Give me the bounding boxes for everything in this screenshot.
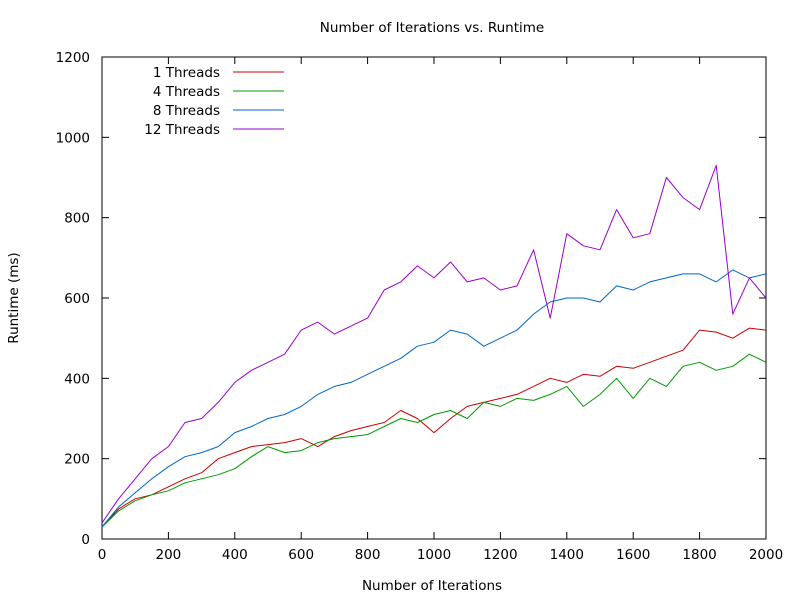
x-tick-label: 1600 [616, 547, 650, 563]
legend-label: 1 Threads [153, 65, 220, 81]
y-tick-label: 1200 [56, 50, 90, 66]
y-tick-label: 800 [64, 211, 90, 227]
legend-label: 8 Threads [153, 103, 220, 119]
x-tick-label: 1800 [682, 547, 716, 563]
x-tick-label: 600 [288, 547, 314, 563]
x-tick-label: 1200 [483, 547, 517, 563]
y-axis-label: Runtime (ms) [6, 252, 22, 343]
chart-title: Number of Iterations vs. Runtime [320, 20, 544, 36]
y-tick-label: 400 [64, 371, 90, 387]
series-line-4 [101, 164, 767, 524]
series-line-1 [101, 327, 767, 528]
x-tick-label: 400 [222, 547, 248, 563]
y-tick-label: 200 [64, 452, 90, 468]
y-tick-label: 600 [64, 291, 90, 307]
x-tick-label: 1000 [417, 547, 451, 563]
x-axis-label: Number of Iterations [362, 578, 502, 594]
axis-ticks: 0 200 400 600 800 1000 1200 1400 1600 1800 2000 0 20… [56, 50, 784, 563]
y-tick-label: 1000 [56, 130, 90, 146]
x-tick-label: 1400 [550, 547, 584, 563]
series-layer [101, 164, 767, 528]
series-line-2 [101, 353, 767, 528]
legend-label: 12 Threads [144, 122, 220, 138]
x-tick-label: 2000 [749, 547, 783, 563]
x-tick-label: 800 [355, 547, 381, 563]
y-tick-label: 0 [81, 532, 90, 548]
series-line-3 [101, 269, 767, 528]
legend-label: 4 Threads [153, 84, 220, 100]
x-tick-label: 200 [156, 547, 182, 563]
legend: 1 Threads 4 Threads 8 Threads 12 Threads [144, 65, 284, 138]
x-tick-label: 0 [98, 547, 107, 563]
